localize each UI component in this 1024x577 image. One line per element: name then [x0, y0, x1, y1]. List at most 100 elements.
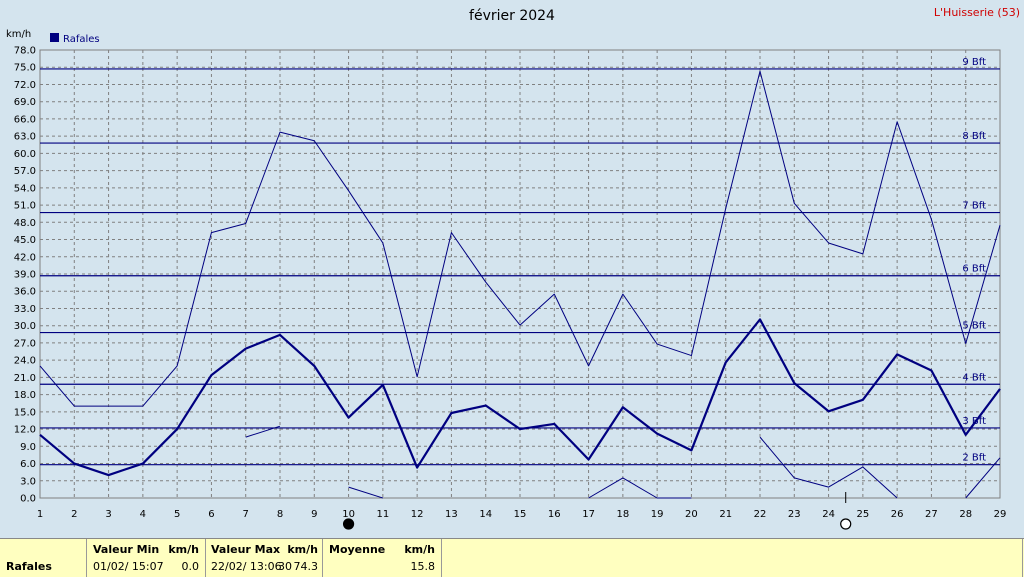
y-tick-label: 24.0 — [14, 356, 36, 367]
series-lines — [39, 70, 1001, 499]
full-moon-icon — [840, 518, 852, 530]
x-tick-label: 28 — [959, 509, 972, 520]
beaufort-label: 2 Bft — [962, 453, 986, 464]
x-tick-label: 11 — [376, 509, 389, 520]
mean-header: Moyenne — [329, 543, 386, 556]
x-tick-label: 12 — [411, 509, 424, 520]
y-tick-label: 60.0 — [14, 149, 36, 160]
x-tick-label: 26 — [891, 509, 904, 520]
x-axis-ticks: 1 2 3 4 5 6 7 8 9 10 11 12 13 14 15 16 17 18 19 20 21 22 23 24 2… — [37, 509, 1007, 520]
x-tick-label: 22 — [754, 509, 767, 520]
y-tick-label: 66.0 — [14, 114, 36, 125]
y-tick-label: 30.0 — [14, 321, 36, 332]
station-location: L'Huisserie (53) — [934, 6, 1020, 19]
x-tick-label: 27 — [925, 509, 938, 520]
min-time: 01/02/ 15:07 — [93, 560, 164, 573]
y-tick-label: 33.0 — [14, 304, 36, 315]
beaufort-label: 6 Bft — [962, 264, 986, 275]
wind-gust-chart: février 2024 L'Huisserie (53) km/h Rafal… — [6, 6, 1020, 530]
x-tick-label: 15 — [514, 509, 527, 520]
y-tick-label: 48.0 — [14, 218, 36, 229]
x-tick-label: 8 — [277, 509, 283, 520]
moon-phases — [342, 492, 852, 530]
series-min-line — [348, 486, 384, 499]
x-tick-label: 10 — [342, 509, 355, 520]
y-tick-label: 75.0 — [14, 63, 36, 74]
y-tick-label: 42.0 — [14, 252, 36, 263]
stats-panel: Rafales Valeur Min km/h 01/02/ 15:07 0.0… — [0, 538, 1024, 577]
x-tick-label: 29 — [994, 509, 1007, 520]
x-tick-label: 9 — [311, 509, 317, 520]
grid-lines — [40, 50, 1000, 498]
legend-label: Rafales — [63, 34, 100, 45]
y-tick-label: 18.0 — [14, 390, 36, 401]
x-tick-label: 1 — [37, 509, 43, 520]
max-unit-header: km/h — [287, 543, 318, 556]
y-tick-label: 63.0 — [14, 132, 36, 143]
series-min-line — [588, 477, 692, 499]
stats-max-cell: Valeur Max km/h 22/02/ 13:06 30 74.3 — [206, 539, 323, 577]
y-tick-label: 57.0 — [14, 166, 36, 177]
max-header: Valeur Max — [211, 543, 281, 556]
y-tick-label: 0.0 — [20, 494, 36, 505]
x-tick-label: 17 — [582, 509, 595, 520]
min-header: Valeur Min — [93, 543, 160, 556]
y-tick-label: 6.0 — [20, 459, 36, 470]
x-tick-label: 23 — [788, 509, 801, 520]
series-min-line — [965, 457, 1001, 499]
stats-row-label-cell: Rafales — [0, 539, 87, 577]
max-overlap: 30 — [278, 560, 292, 573]
legend-swatch — [50, 33, 59, 42]
stats-empty-cell — [442, 539, 1023, 577]
stats-mean-cell: Moyenne km/h 15.8 — [323, 539, 442, 577]
chart-title: février 2024 — [469, 8, 555, 24]
series-min-line — [245, 425, 281, 438]
x-tick-label: 6 — [208, 509, 214, 520]
x-tick-label: 18 — [616, 509, 629, 520]
x-tick-label: 24 — [822, 509, 835, 520]
y-tick-label: 21.0 — [14, 373, 36, 384]
y-tick-label: 12.0 — [14, 425, 36, 436]
x-tick-label: 5 — [174, 509, 180, 520]
y-tick-label: 9.0 — [20, 442, 36, 453]
x-tick-label: 19 — [651, 509, 664, 520]
series-max-line — [39, 70, 1001, 407]
y-axis-unit: km/h — [6, 29, 31, 40]
beaufort-label: 8 Bft — [962, 131, 986, 142]
stats-row-label: Rafales — [6, 560, 52, 573]
beaufort-label: 3 Bft — [962, 416, 986, 427]
y-tick-label: 27.0 — [14, 338, 36, 349]
y-tick-label: 51.0 — [14, 201, 36, 212]
y-tick-label: 3.0 — [20, 476, 36, 487]
y-tick-label: 45.0 — [14, 235, 36, 246]
beaufort-label: 9 Bft — [962, 57, 986, 68]
y-tick-label: 72.0 — [14, 80, 36, 91]
series-mean-line — [39, 318, 1001, 477]
y-tick-label: 69.0 — [14, 97, 36, 108]
new-moon-icon — [342, 518, 355, 530]
y-tick-label: 39.0 — [14, 270, 36, 281]
max-value: 74.3 — [293, 560, 319, 573]
x-tick-label: 2 — [71, 509, 77, 520]
x-tick-label: 25 — [856, 509, 869, 520]
mean-value: 15.8 — [410, 560, 436, 573]
mean-unit-header: km/h — [404, 543, 435, 556]
y-tick-label: 54.0 — [14, 183, 36, 194]
max-time: 22/02/ 13:06 — [211, 560, 282, 573]
stats-min-cell: Valeur Min km/h 01/02/ 15:07 0.0 — [87, 539, 206, 577]
x-tick-label: 4 — [140, 509, 146, 520]
x-tick-label: 16 — [548, 509, 561, 520]
x-tick-label: 7 — [243, 509, 249, 520]
min-unit-header: km/h — [168, 543, 199, 556]
beaufort-label: 5 Bft — [962, 321, 986, 332]
y-tick-label: 78.0 — [14, 46, 36, 57]
beaufort-label: 4 Bft — [962, 372, 986, 383]
x-tick-label: 14 — [479, 509, 492, 520]
y-tick-label: 36.0 — [14, 287, 36, 298]
x-tick-label: 13 — [445, 509, 458, 520]
min-value: 0.0 — [181, 560, 200, 573]
series-min-line — [759, 436, 898, 499]
y-tick-label: 15.0 — [14, 407, 36, 418]
x-tick-label: 3 — [105, 509, 111, 520]
x-tick-label: 21 — [719, 509, 732, 520]
